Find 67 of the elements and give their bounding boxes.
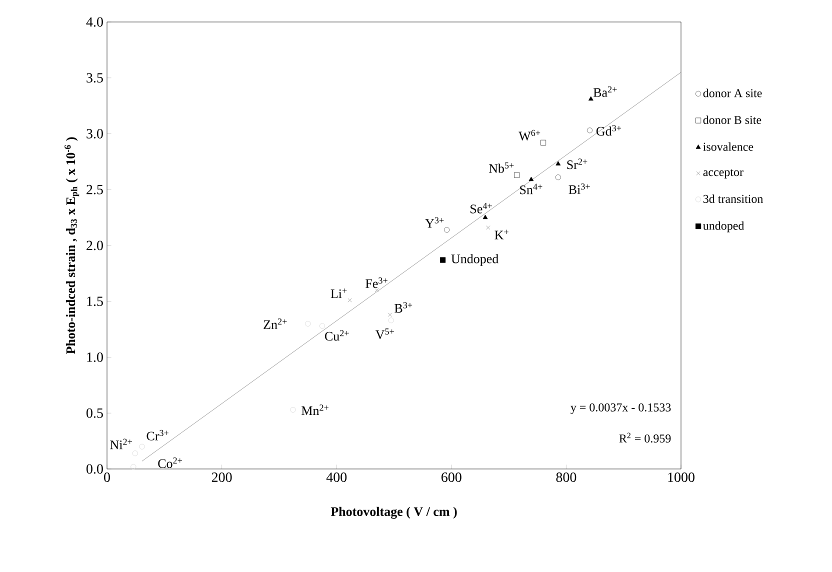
- annotation: Zn$^{2+}$: [264, 318, 287, 329]
- y-axis-title: Photo-indced strain , d$_{33}$ x E$_{ph}$ ( x 10$^{-6}$ ): [64, 137, 80, 354]
- annotation: Sn$^{4+}$: [520, 184, 542, 194]
- legend-label: acceptor: [703, 169, 744, 179]
- point: [348, 298, 352, 302]
- y-tick-label: 1.0: [87, 352, 103, 362]
- point: [290, 406, 296, 413]
- point: [540, 140, 546, 146]
- point: [444, 227, 450, 233]
- annotation: Ni$^{2+}$: [110, 438, 132, 450]
- point: [130, 464, 136, 470]
- annotation: Undoped: [451, 254, 498, 266]
- x-axis-title: Photovoltage ( V / cm ): [330, 506, 457, 519]
- y-tick-label: 1.5: [87, 296, 103, 306]
- legend-label: 3d transition: [703, 194, 764, 203]
- point: [528, 176, 534, 182]
- point: [555, 174, 561, 180]
- annotation: Bi$^{3+}$: [568, 184, 590, 194]
- x-tick-label: 600: [442, 472, 462, 482]
- point: [482, 214, 488, 220]
- annotation: B$^{3+}$: [394, 302, 412, 313]
- point: [486, 226, 490, 230]
- point: [132, 450, 138, 456]
- annotation: R$^{2}$ = 0.959: [619, 432, 671, 443]
- x-tick-label: 0: [104, 472, 110, 482]
- point: [388, 318, 394, 324]
- annotation: Mn$^{2+}$: [302, 404, 328, 415]
- annotation: Cr$^{3+}$: [146, 430, 168, 440]
- legend-label: donor B site: [703, 116, 762, 124]
- legend-label: undoped: [703, 221, 744, 232]
- annotation: Sr$^{2+}$: [567, 158, 588, 170]
- x-tick-label: 1000: [668, 472, 694, 482]
- point: [319, 323, 326, 329]
- annotation: Nb$^{5+}$: [488, 162, 514, 173]
- x-tick-label: 800: [556, 472, 576, 482]
- annotation: K$^{+}$: [494, 230, 508, 240]
- x-tick-label: 400: [326, 472, 347, 482]
- point: [514, 172, 520, 178]
- legend-label: donor A site: [703, 88, 762, 98]
- annotation: Cu$^{2+}$: [324, 330, 349, 341]
- y-tick-label: 3.5: [86, 73, 103, 83]
- annotation: V$^{5+}$: [375, 328, 394, 340]
- annotation: W$^{6+}$: [518, 130, 540, 140]
- point: [588, 96, 594, 101]
- annotation: Li$^{+}$: [330, 288, 347, 298]
- point: [556, 161, 561, 166]
- point: [388, 312, 392, 317]
- annotation: Ba$^{2+}$: [593, 86, 617, 97]
- point: [440, 257, 446, 263]
- point: [139, 444, 145, 450]
- y-tick-label: 2.5: [86, 184, 103, 194]
- y-tick-label: 4.0: [86, 17, 103, 27]
- point: [586, 128, 593, 134]
- annotation: Fe$^{3+}$: [366, 277, 388, 288]
- annotation: Y$^{3+}$: [425, 217, 444, 228]
- annotation: Se$^{4+}$: [470, 202, 492, 214]
- point: [305, 320, 311, 327]
- y-tick-label: 3.0: [86, 128, 103, 138]
- y-tick-label: 0.5: [86, 408, 103, 418]
- x-tick-label: 200: [212, 472, 232, 482]
- annotation: Gd$^{3+}$: [596, 125, 622, 136]
- y-tick-label: 0.0: [86, 464, 103, 474]
- annotation: Co$^{2+}$: [158, 458, 182, 468]
- legend-label: isovalence: [703, 142, 754, 151]
- y-tick-label: 2.0: [86, 240, 103, 250]
- annotation: y = 0.0037x - 0.1533: [570, 403, 671, 414]
- point: [374, 288, 379, 292]
